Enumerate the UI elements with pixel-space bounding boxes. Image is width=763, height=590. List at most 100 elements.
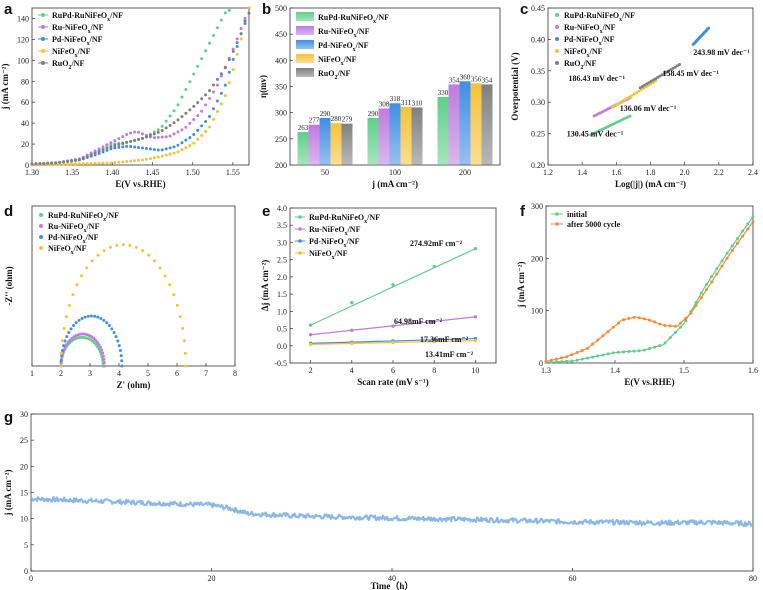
panel-c-point-3 xyxy=(628,95,632,99)
panel-a-ytick-label: 100 xyxy=(17,56,29,65)
panel-a-point-1 xyxy=(243,16,247,20)
panel-a-point-1 xyxy=(121,135,125,139)
panel-e-point-3 xyxy=(350,341,354,346)
panel-f-point-0 xyxy=(580,357,584,361)
panel-a-point-4 xyxy=(97,149,101,153)
panel-f-legend-label: initial xyxy=(567,210,588,219)
panel-a-point-4 xyxy=(125,140,129,144)
panel-a-point-3 xyxy=(164,153,168,157)
panel-a-point-4 xyxy=(208,89,212,93)
panel-d-legend-marker xyxy=(39,246,43,250)
panel-b-bar xyxy=(481,84,493,165)
panel-b-ytick-label: 450 xyxy=(275,30,287,39)
panel-d-xtick-label: 3 xyxy=(88,369,92,378)
panel-d-point-2 xyxy=(69,327,73,331)
panel-a-point-3 xyxy=(73,162,77,166)
panel-c-slope-label: 243.98 mV dec⁻¹ xyxy=(693,48,750,57)
panel-d-point-3 xyxy=(102,249,106,253)
panel-c-ytick-label: 0.25 xyxy=(531,130,545,139)
panel-a-ytick-label: 120 xyxy=(17,35,29,44)
panel-a-point-2 xyxy=(180,141,184,145)
panel-a-point-1 xyxy=(101,145,105,149)
panel-f-point-1 xyxy=(694,303,698,307)
panel-a-point-3 xyxy=(223,94,227,98)
panel-c-legend-marker xyxy=(555,13,559,17)
panel-b-bar xyxy=(341,123,353,165)
panel-a-legend-marker xyxy=(41,37,45,41)
panel-c-ytick-label: 0.45 xyxy=(531,4,545,13)
panel-f-point-0 xyxy=(601,353,605,357)
panel-c-point-4 xyxy=(658,74,662,78)
panel-a-point-3 xyxy=(227,81,231,85)
panel-a-point-1 xyxy=(97,147,101,151)
panel-a-point-4 xyxy=(121,141,125,145)
panel-a-point-2 xyxy=(208,114,212,118)
panel-f-series-line-1 xyxy=(545,221,754,362)
panel-a-point-0 xyxy=(211,33,215,37)
panel-a-point-3 xyxy=(69,162,73,166)
panel-b-legend-label: NiFeOx/NF xyxy=(318,55,357,67)
panel-b: b 200 250 300 350 400 450 500 j (mA cm⁻²) η(mv) 50… xyxy=(258,1,501,189)
panel-e-ytick-label: 1.5 xyxy=(277,290,287,299)
panel-a-point-4 xyxy=(42,161,46,165)
panel-a-point-4 xyxy=(140,136,144,140)
panel-f-point-1 xyxy=(710,280,714,284)
panel-f-point-1 xyxy=(699,296,703,300)
panel-a-point-3 xyxy=(140,158,144,162)
panel-f-ytick-label: 100 xyxy=(531,307,543,316)
panel-a-point-2 xyxy=(188,136,192,140)
panel-c-point-3 xyxy=(654,79,658,83)
panel-f-point-1 xyxy=(601,334,605,338)
panel-a-xtick-label: 1.50 xyxy=(186,168,200,177)
panel-f-point-0 xyxy=(658,344,662,348)
panel-b-data-label: 354 xyxy=(449,76,460,84)
panel-d-point-3 xyxy=(62,327,66,331)
panel-a-point-4 xyxy=(85,155,89,159)
panel-f-point-0 xyxy=(570,359,574,363)
panel-a-point-4 xyxy=(58,160,62,164)
panel-a-point-2 xyxy=(101,150,105,154)
panel-b-data-label: 308 xyxy=(379,100,390,108)
panel-a-point-2 xyxy=(121,145,125,149)
panel-f-point-0 xyxy=(710,275,714,279)
panel-b-xtick-label: 50 xyxy=(321,168,329,177)
panel-a-point-1 xyxy=(204,103,208,107)
panel-f-point-1 xyxy=(725,256,729,260)
panel-b-bar xyxy=(437,96,449,165)
panel-d-point-0 xyxy=(94,343,98,347)
panel-a-point-1 xyxy=(117,137,121,141)
panel-b-xtick-label: 200 xyxy=(459,168,471,177)
panel-a-point-4 xyxy=(176,118,180,122)
panel-a-point-4 xyxy=(101,148,105,152)
panel-e-legend-marker xyxy=(298,227,302,231)
panel-c-slope-label: 130.45 mV dec⁻¹ xyxy=(567,130,624,139)
panel-c-legend-marker xyxy=(555,37,559,41)
panel-a-point-1 xyxy=(105,143,109,147)
panel-d-point-3 xyxy=(67,303,71,307)
panel-c-point-2 xyxy=(707,26,711,30)
panel-a-point-3 xyxy=(77,162,81,166)
panel-a-point-3 xyxy=(192,141,196,145)
panel-a-point-3 xyxy=(137,158,141,162)
panel-b-bar xyxy=(330,123,342,165)
panel-f-point-1 xyxy=(673,324,677,328)
panel-a-point-3 xyxy=(144,157,148,161)
panel-c-point-4 xyxy=(662,72,666,76)
panel-a-point-2 xyxy=(176,143,180,147)
panel-b-bar xyxy=(400,106,412,165)
panel-a-point-3 xyxy=(101,161,105,165)
panel-a-point-1 xyxy=(188,121,192,125)
panel-a-point-4 xyxy=(164,126,168,130)
panel-d-xtick-label: 6 xyxy=(175,369,179,378)
panel-f-point-1 xyxy=(591,342,595,346)
panel-g-ytick-label: 10 xyxy=(20,515,28,524)
panel-d-point-3 xyxy=(163,274,167,278)
panel-a-point-3 xyxy=(117,160,121,164)
panel-a-point-0 xyxy=(172,109,176,113)
panel-a-point-3 xyxy=(97,161,101,165)
panel-a-point-4 xyxy=(156,130,160,134)
panel-a-point-3 xyxy=(160,154,164,158)
panel-b-y-axis-label: η(mv) xyxy=(258,75,268,98)
panel-d-point-3 xyxy=(141,249,145,253)
